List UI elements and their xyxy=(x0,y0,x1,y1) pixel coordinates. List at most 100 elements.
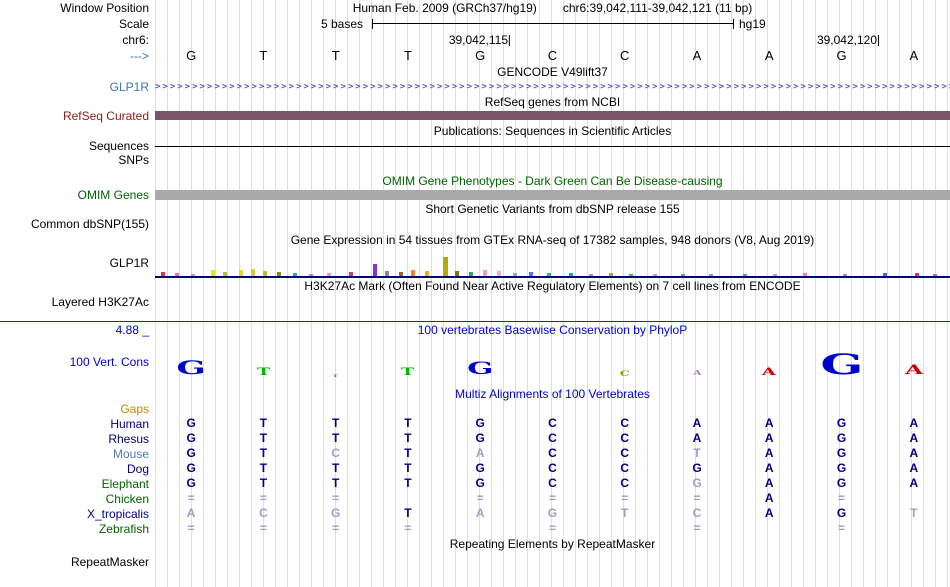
species-label-zebrafish[interactable]: Zebrafish xyxy=(98,521,149,536)
aligned-base: T xyxy=(404,506,412,520)
species-alignment-row: Dog G T T T G C C G A G A xyxy=(0,461,950,476)
conservation-logo-column: T xyxy=(372,367,444,386)
gaps-label[interactable]: Gaps xyxy=(120,402,149,416)
aligned-base: = xyxy=(548,521,556,535)
gtex-tissue-bar xyxy=(547,273,551,276)
gene-track-label[interactable]: GLP1R xyxy=(109,80,149,94)
aligned-base: A xyxy=(909,476,919,490)
dbsnp-track-row: Common dbSNP(155) xyxy=(0,216,950,232)
sequences-line[interactable] xyxy=(155,146,950,147)
species-label-elephant[interactable]: Elephant xyxy=(101,476,149,491)
aligned-base: A xyxy=(764,491,774,505)
h3k27ac-title: H3K27Ac Mark (Often Found Near Active Re… xyxy=(304,278,801,293)
species-alignment-track[interactable]: = = = = = = = xyxy=(155,521,950,536)
gtex-expression-chart[interactable] xyxy=(155,248,950,278)
aligned-base: A xyxy=(475,446,485,460)
conservation-logo-column: G xyxy=(805,351,877,386)
scale-label: Scale xyxy=(118,17,149,31)
aligned-base: = xyxy=(332,521,340,535)
gtex-tissue-bar xyxy=(349,272,353,276)
gtex-tissue-bar xyxy=(681,274,685,276)
species-alignment-row: X_tropicalis A C G T A G T C A G T xyxy=(0,506,950,521)
gtex-tissue-bar xyxy=(653,274,657,276)
window-position-row: Window Position Human Feb. 2009 (GRCh37/… xyxy=(0,0,950,16)
aligned-base: = xyxy=(838,491,846,505)
gtex-track-label[interactable]: GLP1R xyxy=(109,256,149,270)
aligned-base: T xyxy=(404,446,412,460)
assembly-title: Human Feb. 2009 (GRCh37/hg19) xyxy=(352,1,537,15)
gtex-tissue-bar xyxy=(455,271,459,276)
refseq-title: RefSeq genes from NCBI xyxy=(484,94,621,109)
aligned-base: G xyxy=(186,446,196,460)
publications-title-row: Publications: Sequences in Scientific Ar… xyxy=(0,123,950,139)
gtex-tissue-bar xyxy=(161,272,165,276)
gtex-tissue-bar xyxy=(443,257,448,276)
refseq-gene-bar[interactable] xyxy=(155,111,950,120)
species-alignment-row: Human G T T T G C C A A G A xyxy=(0,416,950,431)
gutter xyxy=(0,201,155,216)
aligned-base: T xyxy=(404,416,412,430)
aligned-base: T xyxy=(331,476,340,490)
species-alignment-row: Rhesus G T T T G C C A A G A xyxy=(0,431,950,446)
aligned-base: T xyxy=(259,416,268,430)
strand-label: ---> xyxy=(130,49,149,63)
aligned-base xyxy=(372,491,444,506)
conservation-logo-column: A xyxy=(661,371,733,386)
aligned-base: G xyxy=(836,506,847,520)
aligned-base xyxy=(444,521,516,536)
sequences-track-label[interactable]: Sequences xyxy=(88,139,149,153)
species-label-chicken[interactable]: Chicken xyxy=(105,491,149,506)
aligned-base: A xyxy=(764,416,774,430)
species-label-dog[interactable]: Dog xyxy=(126,461,149,476)
repeatmasker-track-label[interactable]: RepeatMasker xyxy=(70,555,149,569)
coord-tick-1: 39,042,115 xyxy=(448,33,510,47)
aligned-base: C xyxy=(620,431,630,445)
aligned-base: = xyxy=(259,521,267,535)
gtex-tissue-bar xyxy=(175,273,179,276)
aligned-base xyxy=(733,521,805,536)
conservation-logo-column xyxy=(516,377,588,386)
gtex-title: Gene Expression in 54 tissues from GTEx … xyxy=(290,233,815,247)
aligned-base: C xyxy=(548,476,557,490)
conservation-logo-letter: A xyxy=(904,363,923,379)
conservation-max-value: 4.88 _ xyxy=(115,323,149,337)
window-position-label: Window Position xyxy=(60,1,149,15)
snps-track-label[interactable]: SNPs xyxy=(118,153,149,167)
species-label-x_tropicalis[interactable]: X_tropicalis xyxy=(86,506,149,521)
species-label-rhesus[interactable]: Rhesus xyxy=(108,431,149,446)
omim-gene-bar[interactable] xyxy=(155,190,950,200)
aligned-base: = xyxy=(476,491,484,505)
species-alignment-row: Zebrafish = = = = = = = xyxy=(0,521,950,536)
species-label-mouse[interactable]: Mouse xyxy=(112,446,149,461)
gtex-tissue-bar xyxy=(425,271,429,276)
aligned-base: C xyxy=(620,461,630,475)
conservation-track-label[interactable]: 100 Vert. Cons xyxy=(69,355,149,369)
aligned-base: = xyxy=(259,491,267,505)
aligned-base: A xyxy=(692,431,702,445)
gencode-title-row: GENCODE V49lift37 xyxy=(0,64,950,80)
dbsnp-track-label[interactable]: Common dbSNP(155) xyxy=(30,217,149,231)
aligned-base: = xyxy=(187,491,195,505)
aligned-base xyxy=(878,491,950,506)
scale-row: Scale 5 bases hg19 xyxy=(0,16,950,32)
aligned-base: C xyxy=(620,476,630,490)
aligned-base: = xyxy=(332,491,340,505)
refseq-track-label[interactable]: RefSeq Curated xyxy=(62,109,149,123)
gtex-tissue-bar xyxy=(589,274,593,276)
gene-strand-arrows[interactable]: >>>>>>>>>>>>>>>>>>>>>>>>>>>>>>>>>>>>>>>>… xyxy=(155,82,950,92)
species-label-human[interactable]: Human xyxy=(110,416,149,431)
omim-track-label[interactable]: OMIM Genes xyxy=(77,188,149,202)
species-alignment-track[interactable]: = = = = = = = A = xyxy=(155,491,950,506)
aligned-base: A xyxy=(764,476,774,490)
publications-title: Publications: Sequences in Scientific Ar… xyxy=(433,124,672,138)
h3k27ac-track-label[interactable]: Layered H3K27Ac xyxy=(51,295,149,309)
aligned-base xyxy=(589,521,661,536)
gtex-tissue-bar xyxy=(327,273,331,276)
